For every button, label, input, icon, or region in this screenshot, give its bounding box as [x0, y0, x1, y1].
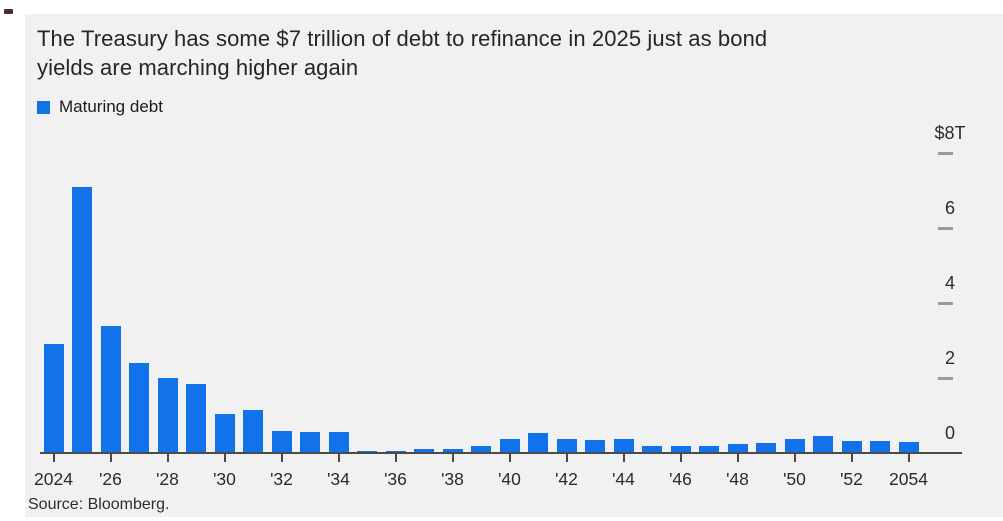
chart-title-line2: yields are marching higher again: [37, 55, 359, 80]
legend-swatch-icon: [37, 100, 50, 114]
y-axis-label: 4: [944, 273, 955, 293]
x-axis-label: '52: [840, 469, 863, 489]
bar-2041: [528, 433, 548, 453]
x-axis-label: 2054: [889, 469, 928, 489]
x-axis-label: '32: [270, 469, 293, 489]
bar-2034: [328, 432, 349, 453]
x-axis-label: '30: [213, 469, 236, 489]
x-axis-tick: [166, 454, 169, 462]
x-axis-label: '44: [612, 469, 635, 489]
bar-2040: [499, 438, 520, 453]
bar-2024: [43, 344, 64, 453]
bar-2033: [300, 431, 320, 453]
y-axis-label: 0: [944, 423, 955, 443]
bar-2037: [414, 448, 434, 453]
x-axis-tick: [736, 454, 739, 462]
x-axis-tick: [280, 454, 283, 462]
bar-2027: [129, 363, 149, 453]
x-axis-tick: [337, 454, 340, 462]
bar-2042: [556, 439, 577, 453]
x-axis-tick: [451, 454, 454, 462]
bar-2044: [613, 438, 634, 453]
x-axis-label: '34: [327, 469, 350, 489]
corner-artifact: [4, 9, 13, 14]
y-axis-tick: [938, 301, 953, 305]
bar-2043: [585, 439, 605, 453]
bar-2049: [756, 442, 776, 453]
bar-2047: [699, 445, 719, 453]
x-axis-label: '50: [783, 469, 806, 489]
y-axis-label: $8T: [934, 123, 966, 143]
y-axis-tick: [938, 376, 953, 380]
bar-2051: [813, 436, 833, 453]
bar-2054: [898, 442, 919, 453]
x-axis-label: '26: [99, 469, 122, 489]
bar-2030: [214, 413, 235, 453]
bar-2048: [727, 443, 748, 453]
bar-2045: [642, 446, 662, 453]
bar-2046: [670, 445, 691, 453]
chart-title-line1: The Treasury has some $7 trillion of deb…: [37, 26, 768, 51]
y-axis-label: 2: [944, 348, 955, 368]
x-axis-label: '46: [669, 469, 692, 489]
chart-title: The Treasury has some $7 trillion of deb…: [37, 24, 929, 82]
x-axis-tick: [394, 454, 397, 462]
chart-legend: Maturing debt: [37, 97, 163, 117]
bar-2036: [385, 450, 406, 453]
bar-2039: [471, 445, 491, 453]
bar-2028: [157, 378, 178, 453]
x-axis-label: 2024: [34, 469, 73, 489]
legend-label: Maturing debt: [59, 97, 163, 116]
bar-2050: [784, 439, 805, 453]
x-axis-label: '42: [555, 469, 578, 489]
x-axis-tick: [565, 454, 568, 462]
bar-2032: [271, 430, 292, 453]
source-attribution: Source: Bloomberg.: [28, 496, 170, 513]
bar-2053: [870, 441, 890, 453]
y-axis-label: 6: [944, 198, 955, 218]
x-axis-label: '28: [156, 469, 179, 489]
x-axis-label: '38: [441, 469, 464, 489]
x-axis-label: '40: [498, 469, 521, 489]
bar-2026: [100, 325, 121, 453]
x-axis-tick: [793, 454, 796, 462]
x-axis-label: '48: [726, 469, 749, 489]
x-axis-tick: [907, 454, 910, 462]
x-axis-tick: [850, 454, 853, 462]
x-axis-tick: [622, 454, 625, 462]
y-axis-tick: [938, 151, 953, 155]
x-axis-label: '36: [384, 469, 407, 489]
bar-2029: [186, 383, 206, 453]
x-axis-tick: [109, 454, 112, 462]
y-axis-tick: [938, 226, 953, 230]
bar-2031: [243, 409, 263, 453]
x-axis-line: [40, 452, 962, 454]
x-axis-tick: [679, 454, 682, 462]
x-axis-tick: [508, 454, 511, 462]
x-axis-tick: [223, 454, 226, 462]
bar-2025: [72, 186, 92, 453]
x-axis-tick: [52, 454, 55, 462]
bar-2052: [841, 440, 862, 453]
bar-2038: [442, 449, 463, 453]
